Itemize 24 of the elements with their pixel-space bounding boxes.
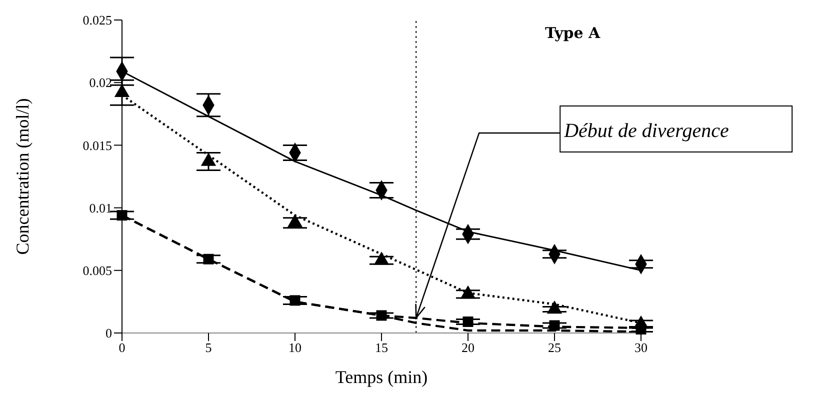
x-tick-label: 5	[205, 340, 212, 356]
y-tick-label: 0.015	[82, 138, 112, 153]
y-tick-label: 0.01	[89, 200, 112, 216]
point	[462, 316, 474, 327]
y-tick-label: 0.02	[89, 75, 112, 90]
x-tick-label: 15	[375, 340, 388, 356]
x-tick-label: 20	[462, 340, 474, 356]
x-tick-label: 30	[634, 340, 648, 356]
y-axis-title: Concentration (mol/l)	[12, 98, 32, 255]
y-tick-label: 0.005	[82, 263, 112, 278]
point	[203, 254, 214, 264]
point	[636, 324, 646, 334]
x-axis-title: Temps (min)	[335, 367, 428, 387]
x-tick-label: 0	[118, 340, 126, 356]
point	[376, 310, 387, 321]
y-tick-label: 0.025	[82, 12, 112, 28]
x-tick-label: 10	[288, 340, 302, 356]
point	[116, 210, 128, 221]
y-tick-label: 0	[106, 326, 112, 341]
chart-title: Type A	[545, 24, 600, 42]
x-tick-label: 25	[548, 340, 561, 356]
point	[290, 295, 300, 306]
annotation: Début de divergence	[563, 120, 729, 142]
point	[549, 320, 560, 331]
